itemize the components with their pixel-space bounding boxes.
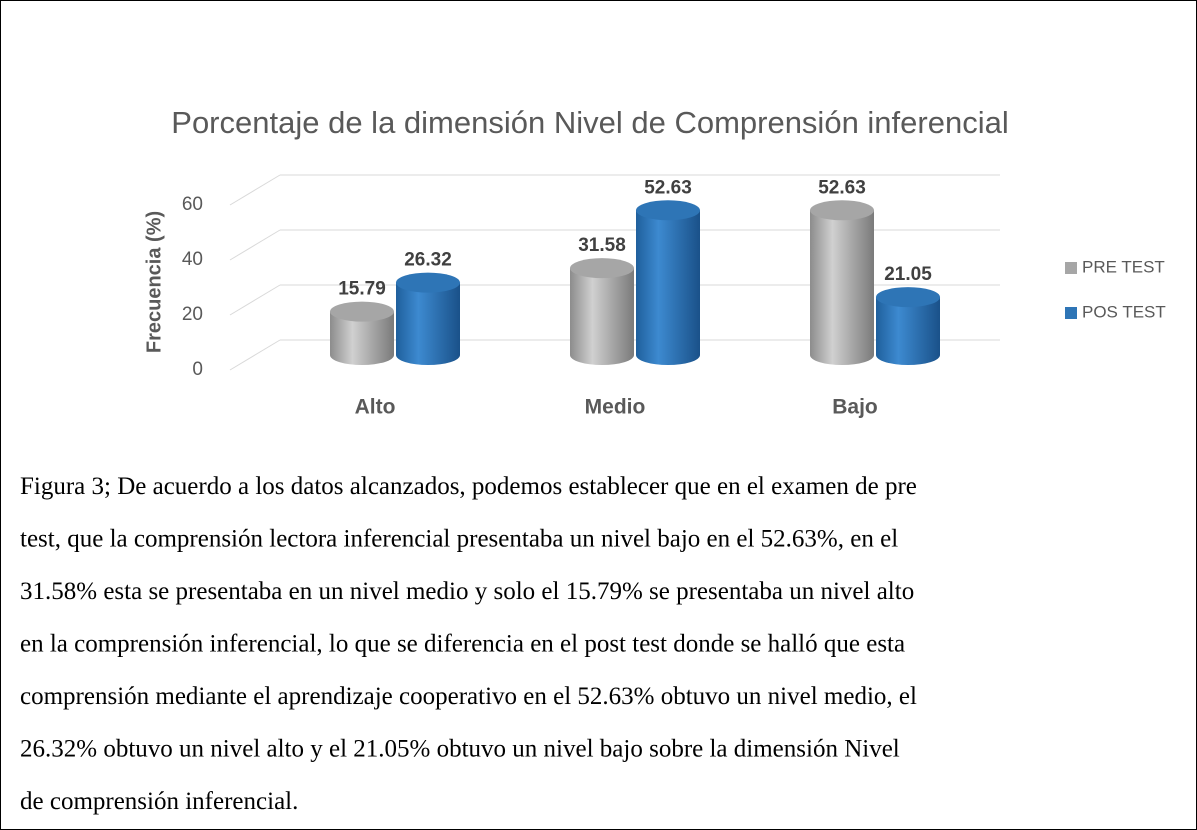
cylinder-top [636,200,700,221]
legend-swatch [1065,307,1077,319]
grid-line-side [229,174,281,206]
y-tick-label: 40 [182,249,203,270]
value-label: 21.05 [884,264,932,285]
y-tick-label: 20 [182,304,203,325]
bar [636,210,700,355]
bar [396,282,460,355]
legend-label: POS TEST [1082,302,1166,321]
value-label: 52.63 [644,177,692,198]
y-tick-label: 0 [192,359,203,380]
caption-line: de comprensión inferencial. [20,788,298,815]
cylinder-top [876,287,940,308]
y-tick-label: 60 [182,194,203,215]
bar [570,268,634,355]
grid-line-side [229,339,281,371]
bar [810,210,874,355]
value-label: 15.79 [338,279,386,300]
cylinder-top [396,272,460,293]
value-label: 31.58 [578,235,626,256]
legend-swatch [1065,262,1077,274]
cylinder-top [570,258,634,279]
caption-line: test, que la comprensión lectora inferen… [20,526,898,553]
cylinder-top [810,200,874,221]
y-axis-label: Frecuencia (%) [143,211,165,353]
x-tick-label: Bajo [832,396,878,419]
x-tick-label: Medio [585,396,646,419]
value-label: 52.63 [818,177,866,198]
caption-line: comprensión mediante el aprendizaje coop… [20,683,917,710]
chart-title: Porcentaje de la dimensión Nivel de Comp… [171,105,1008,140]
grid-line-side [229,229,281,261]
caption-line: 31.58% esta se presentaba en un nivel me… [20,578,914,605]
caption-line: 26.32% obtuvo un nivel alto y el 21.05% … [20,736,900,763]
legend-label: PRE TEST [1082,257,1165,276]
cylinder-top [330,301,394,322]
value-label: 26.32 [404,250,452,271]
x-tick-label: Alto [355,396,396,419]
grid-line-side [229,284,281,316]
caption-line: en la comprensión inferencial, lo que se… [20,631,905,658]
caption-line: Figura 3; De acuerdo a los datos alcanza… [20,473,917,500]
